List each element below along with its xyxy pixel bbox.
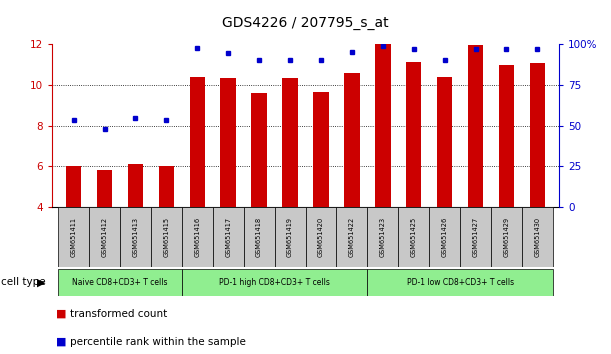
Bar — [120, 207, 151, 267]
Bar — [429, 207, 460, 267]
Bar — [306, 207, 337, 267]
Bar — [159, 166, 174, 207]
Bar — [182, 207, 213, 267]
Bar — [499, 65, 514, 207]
Text: GSM651425: GSM651425 — [411, 217, 417, 257]
Bar — [406, 62, 422, 207]
Text: cell type: cell type — [1, 277, 46, 287]
Bar — [367, 207, 398, 267]
Text: GSM651420: GSM651420 — [318, 217, 324, 257]
Bar — [491, 207, 522, 267]
Bar — [182, 269, 367, 296]
Text: transformed count: transformed count — [70, 309, 167, 319]
Bar — [221, 78, 236, 207]
Bar — [468, 45, 483, 207]
Text: GSM651417: GSM651417 — [225, 217, 231, 257]
Text: GSM651419: GSM651419 — [287, 217, 293, 257]
Text: ▶: ▶ — [37, 277, 45, 287]
Bar — [213, 207, 244, 267]
Bar — [398, 207, 429, 267]
Text: Naive CD8+CD3+ T cells: Naive CD8+CD3+ T cells — [72, 278, 167, 287]
Text: PD-1 low CD8+CD3+ T cells: PD-1 low CD8+CD3+ T cells — [406, 278, 514, 287]
Text: GSM651411: GSM651411 — [71, 217, 76, 257]
Bar — [97, 171, 112, 207]
Bar — [530, 63, 545, 207]
Bar — [344, 73, 360, 207]
Bar — [375, 44, 390, 207]
Bar — [460, 207, 491, 267]
Bar — [128, 164, 143, 207]
Text: PD-1 high CD8+CD3+ T cells: PD-1 high CD8+CD3+ T cells — [219, 278, 330, 287]
Bar — [58, 269, 182, 296]
Bar — [151, 207, 182, 267]
Bar — [313, 92, 329, 207]
Bar — [282, 78, 298, 207]
Bar — [367, 269, 553, 296]
Text: GSM651430: GSM651430 — [535, 217, 540, 257]
Bar — [189, 77, 205, 207]
Text: GSM651416: GSM651416 — [194, 217, 200, 257]
Bar — [251, 93, 267, 207]
Bar — [437, 77, 452, 207]
Bar — [522, 207, 553, 267]
Bar — [274, 207, 306, 267]
Text: ■: ■ — [56, 309, 67, 319]
Text: ■: ■ — [56, 337, 67, 347]
Text: GSM651418: GSM651418 — [256, 217, 262, 257]
Text: GSM651427: GSM651427 — [472, 217, 478, 257]
Text: GSM651423: GSM651423 — [380, 217, 386, 257]
Bar — [244, 207, 274, 267]
Text: GSM651422: GSM651422 — [349, 217, 355, 257]
Text: percentile rank within the sample: percentile rank within the sample — [70, 337, 246, 347]
Bar — [89, 207, 120, 267]
Text: GSM651426: GSM651426 — [442, 217, 448, 257]
Text: GSM651413: GSM651413 — [133, 217, 139, 257]
Text: GSM651415: GSM651415 — [163, 217, 169, 257]
Text: GSM651412: GSM651412 — [101, 217, 108, 257]
Bar — [66, 166, 81, 207]
Bar — [58, 207, 89, 267]
Text: GDS4226 / 207795_s_at: GDS4226 / 207795_s_at — [222, 16, 389, 30]
Text: GSM651429: GSM651429 — [503, 217, 510, 257]
Bar — [337, 207, 367, 267]
